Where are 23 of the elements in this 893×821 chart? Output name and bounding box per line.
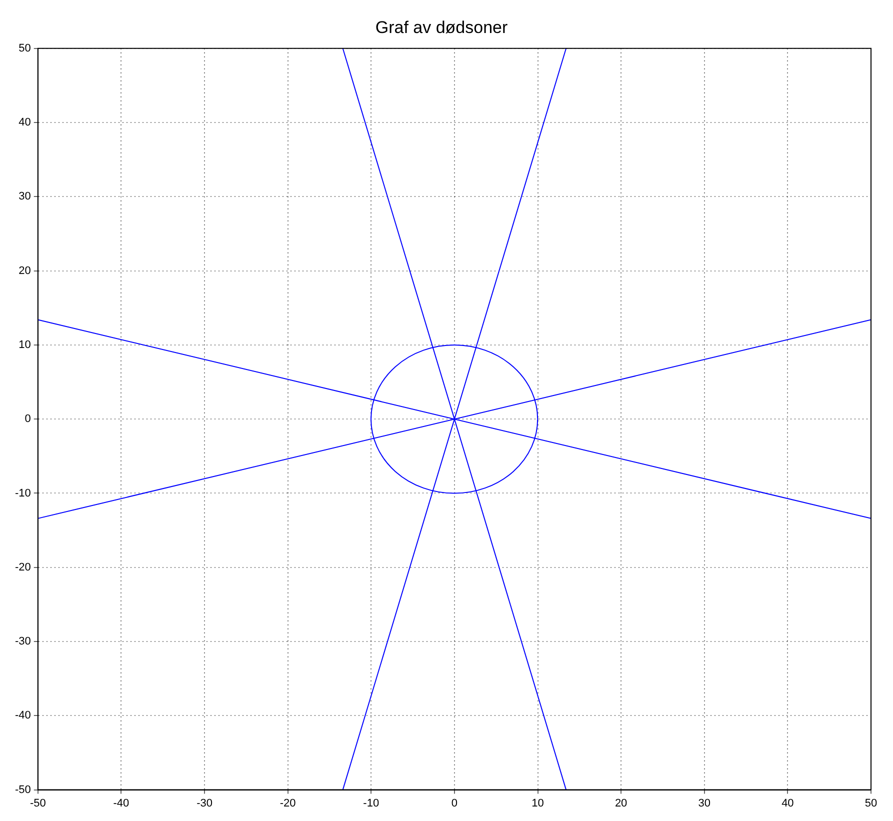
y-tick-label: -10 [14,487,31,500]
y-tick-label: 20 [18,264,31,277]
y-tick-label: 0 [24,413,31,426]
x-tick-label: 40 [782,797,794,810]
x-tick-label: 0 [451,797,458,810]
x-tick-label: -50 [30,797,46,810]
x-tick-label: -20 [280,797,296,810]
x-tick-label: 30 [698,797,711,810]
x-tick-label: 50 [864,797,878,810]
x-tick-label: -10 [363,797,380,810]
x-tick-label: -40 [113,797,130,810]
y-tick-label: -20 [14,561,31,574]
chart-title: Graf av dødsoner [375,18,508,37]
x-tick-label: 10 [532,797,544,810]
x-tick-label: 20 [614,797,628,810]
y-tick-label: -40 [14,710,31,722]
x-tick-label: -30 [196,797,212,810]
y-tick-label: 10 [18,338,31,351]
y-tick-label: 40 [18,116,31,129]
y-tick-label: -30 [14,636,31,648]
y-tick-label: 50 [18,42,31,54]
y-tick-label: 30 [18,190,31,203]
y-tick-label: -50 [14,784,31,796]
